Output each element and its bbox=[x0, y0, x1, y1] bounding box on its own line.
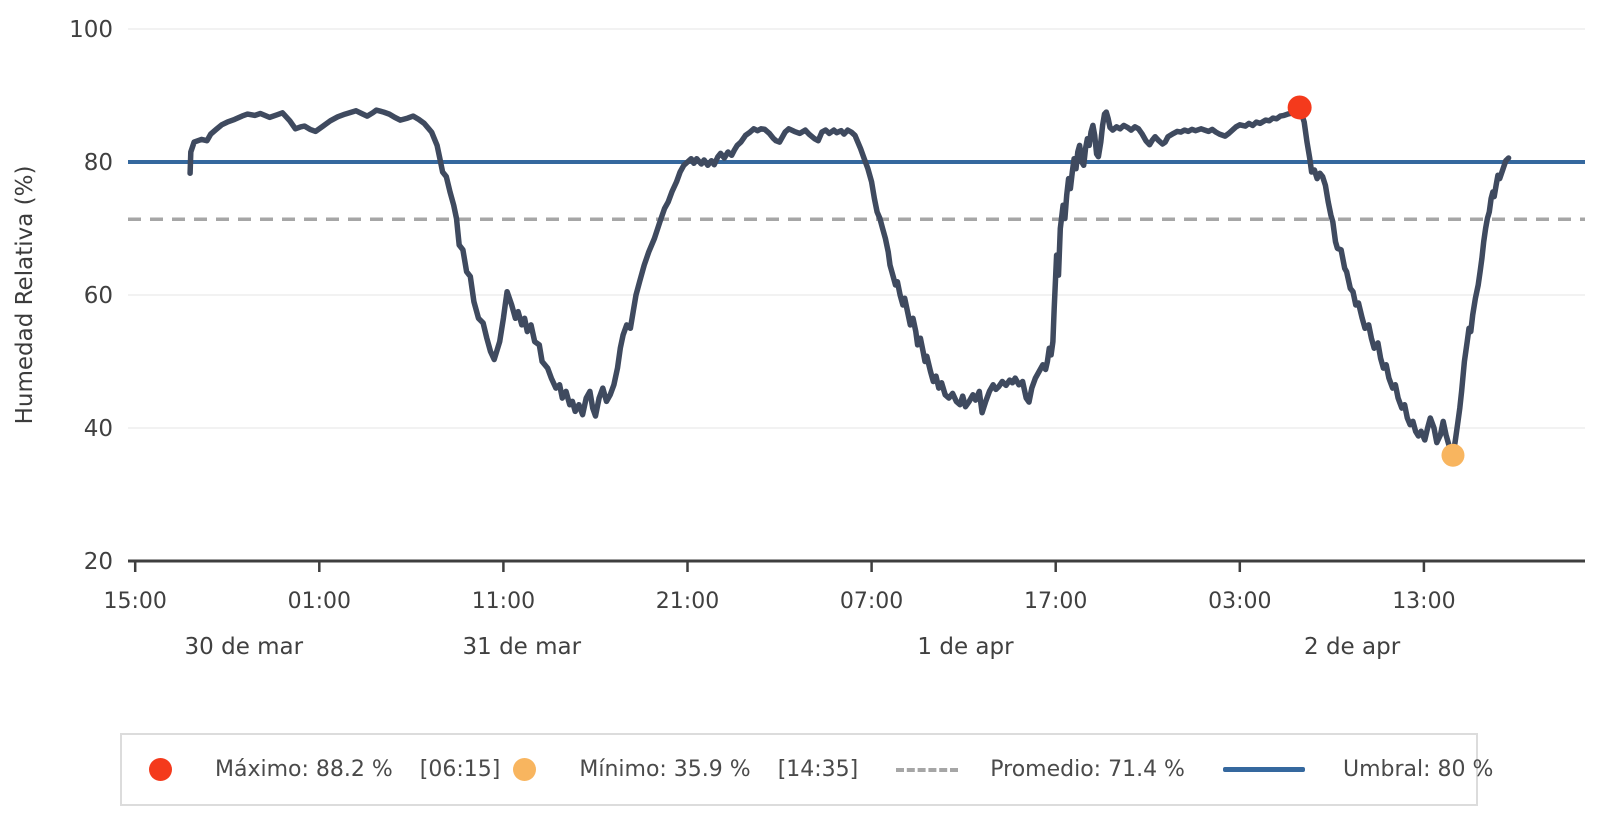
legend-threshold-label: Umbral: 80 % bbox=[1342, 757, 1494, 782]
x-axis-ticks bbox=[133, 561, 1426, 572]
x-tick-label: 15:00 bbox=[103, 589, 166, 614]
legend-max-label: Máximo: 88.2 % bbox=[215, 757, 393, 782]
legend-min-label: Mínimo: 35.9 % bbox=[579, 757, 751, 782]
x-tick-label: 13:00 bbox=[1392, 589, 1455, 614]
humidity-line-chart: 15:00 01:00 11:00 21:00 07:00 17:00 03:00 13:00… bbox=[12, 17, 1585, 660]
y-tick-label: 80 bbox=[84, 150, 113, 176]
y-axis-title: Humedad Relativa (%) bbox=[12, 166, 38, 425]
y-tick-label: 60 bbox=[84, 283, 113, 309]
legend-max-time: [06:15] bbox=[419, 757, 501, 782]
x-axis-date-labels: 30 de mar 31 de mar 1 de apr 2 de apr bbox=[185, 634, 1401, 660]
humidity-series-line bbox=[187, 104, 1512, 459]
min-point-marker bbox=[1441, 443, 1465, 467]
x-tick-label: 21:00 bbox=[656, 589, 719, 614]
y-tick-label: 40 bbox=[84, 416, 113, 442]
min-dot-icon bbox=[513, 758, 537, 781]
gridlines bbox=[128, 28, 1585, 429]
y-tick-label: 100 bbox=[69, 17, 113, 43]
x-axis-tick-labels: 15:00 01:00 11:00 21:00 07:00 17:00 03:00 13:00 bbox=[103, 589, 1455, 614]
average-dash-icon bbox=[896, 767, 959, 772]
x-tick-label: 01:00 bbox=[288, 589, 351, 614]
chart-legend: Máximo: 88.2 % [06:15] Mínimo: 35.9 % [1… bbox=[120, 733, 1493, 806]
y-axis-tick-labels: 100 80 60 40 20 bbox=[69, 17, 113, 575]
y-tick-label: 20 bbox=[84, 549, 113, 575]
x-tick-label: 17:00 bbox=[1024, 589, 1087, 614]
date-label: 1 de apr bbox=[917, 634, 1014, 660]
threshold-line-icon bbox=[1222, 767, 1305, 772]
x-tick-label: 11:00 bbox=[472, 589, 535, 614]
legend-average-label: Promedio: 71.4 % bbox=[990, 757, 1185, 782]
date-label: 2 de apr bbox=[1304, 634, 1401, 660]
x-tick-label: 03:00 bbox=[1208, 589, 1271, 614]
x-tick-label: 07:00 bbox=[840, 589, 903, 614]
date-label: 30 de mar bbox=[185, 634, 304, 660]
max-point-marker bbox=[1287, 95, 1312, 120]
max-dot-icon bbox=[149, 758, 172, 781]
legend-min-time: [14:35] bbox=[777, 757, 859, 782]
date-label: 31 de mar bbox=[463, 634, 582, 660]
